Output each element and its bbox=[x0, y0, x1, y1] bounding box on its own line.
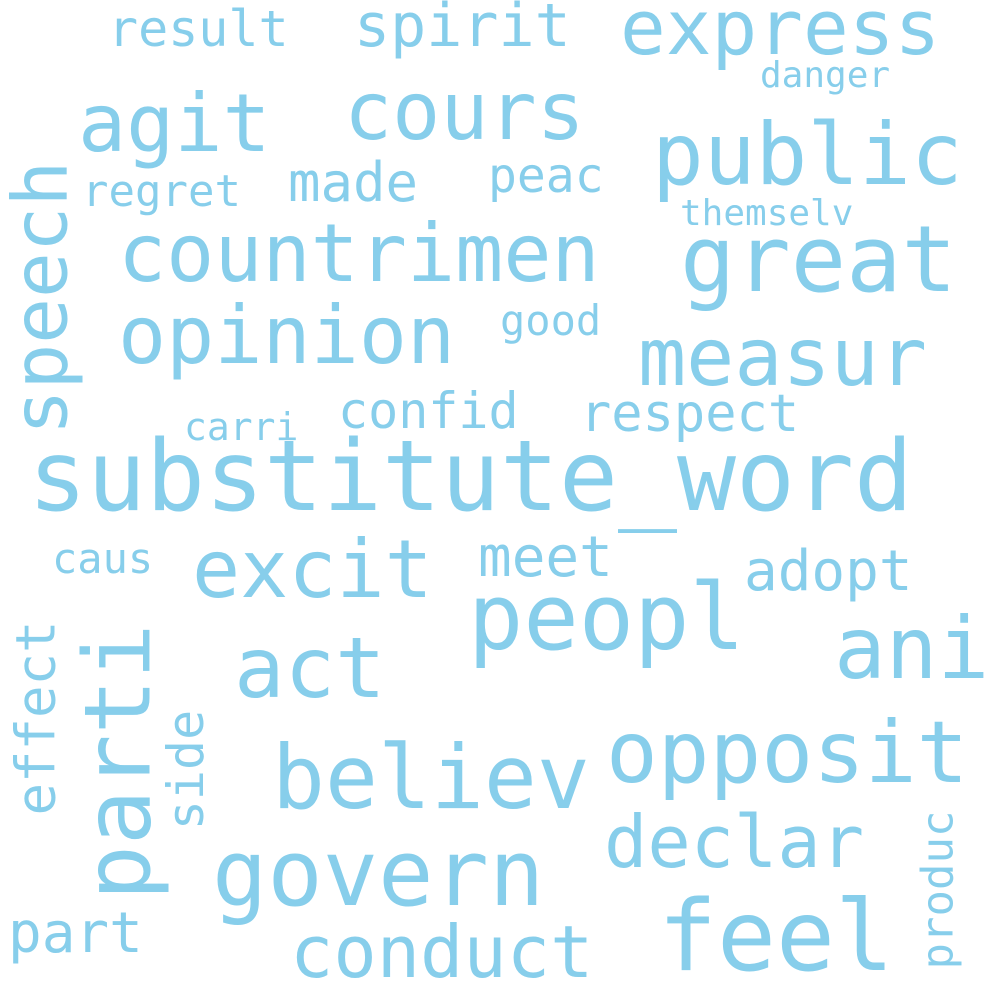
word-caus: caus bbox=[52, 534, 154, 583]
word-good: good bbox=[500, 296, 602, 345]
word-meet: meet bbox=[478, 525, 613, 590]
word-produc: produc bbox=[911, 810, 963, 970]
word-ani: ani bbox=[834, 599, 990, 699]
word-danger: danger bbox=[760, 55, 891, 96]
word-spirit: spirit bbox=[354, 0, 571, 61]
word-declar: declar bbox=[604, 800, 865, 884]
word-govern: govern bbox=[212, 820, 545, 927]
word-cours: cours bbox=[344, 65, 585, 158]
word-speech: speech bbox=[0, 160, 84, 436]
word-peopl: peopl bbox=[468, 564, 745, 671]
word-confid: confid bbox=[338, 382, 519, 440]
word-conduct: conduct bbox=[290, 910, 594, 994]
word-regret: regret bbox=[82, 166, 241, 217]
word-carri: carri bbox=[184, 405, 299, 449]
word-side: side bbox=[157, 709, 216, 831]
word-substitute-word: substitute_word bbox=[28, 420, 914, 534]
word-excit: excit bbox=[192, 523, 433, 616]
word-effect: effect bbox=[4, 620, 68, 816]
word-public: public bbox=[652, 105, 963, 205]
word-respect: respect bbox=[580, 384, 800, 444]
word-opinion: opinion bbox=[118, 289, 456, 382]
word-feel: feel bbox=[658, 880, 895, 994]
word-express: express bbox=[620, 0, 941, 72]
word-measur: measur bbox=[638, 311, 927, 404]
word-countrimen: countrimen bbox=[118, 207, 600, 300]
word-made: made bbox=[288, 151, 419, 214]
word-peac: peac bbox=[488, 148, 604, 204]
word-believ: believ bbox=[272, 726, 590, 829]
word-act: act bbox=[234, 619, 386, 717]
word-great: great bbox=[680, 206, 957, 313]
word-agit: agit bbox=[78, 77, 271, 170]
word-opposit: opposit bbox=[606, 703, 969, 803]
word-part: part bbox=[8, 901, 143, 966]
word-result: result bbox=[108, 0, 289, 58]
word-parti: parti bbox=[63, 623, 171, 901]
word-adopt: adopt bbox=[744, 539, 913, 604]
word-themselv: themselv bbox=[680, 193, 854, 234]
